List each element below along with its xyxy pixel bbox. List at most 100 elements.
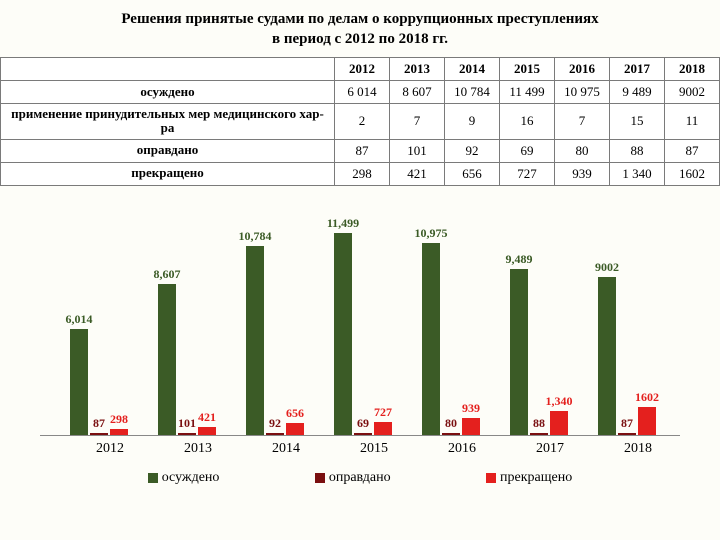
bar-terminated: 1602 bbox=[638, 407, 656, 435]
x-axis-label: 2015 bbox=[334, 441, 414, 457]
bar-acquitted: 87 bbox=[618, 433, 636, 435]
bar-label: 10,975 bbox=[411, 226, 451, 241]
x-axis-label: 2016 bbox=[422, 441, 502, 457]
cell: 9002 bbox=[665, 81, 720, 104]
cell: 101 bbox=[390, 139, 445, 162]
cell: 2 bbox=[335, 104, 390, 140]
row-label: прекращено bbox=[1, 162, 335, 185]
bar-terminated: 298 bbox=[110, 429, 128, 434]
bar-label: 1602 bbox=[627, 390, 667, 405]
legend-label: оправдано bbox=[329, 470, 391, 486]
data-table: 2012 2013 2014 2015 2016 2017 2018 осужд… bbox=[0, 57, 720, 186]
x-axis-label: 2018 bbox=[598, 441, 678, 457]
bar-terminated: 1,340 bbox=[550, 411, 568, 434]
cell: 7 bbox=[390, 104, 445, 140]
table-row: оправдано 87 101 92 69 80 88 87 bbox=[1, 139, 720, 162]
title-line-2: в период с 2012 по 2018 гг. bbox=[20, 30, 700, 50]
cell: 8 607 bbox=[390, 81, 445, 104]
bar-label: 939 bbox=[451, 401, 491, 416]
bar-acquitted: 92 bbox=[266, 433, 284, 435]
cell: 10 975 bbox=[555, 81, 610, 104]
page-title: Решения принятые судами по делам о корру… bbox=[0, 0, 720, 53]
legend-label: осуждено bbox=[162, 470, 220, 486]
bar-label: 9,489 bbox=[499, 252, 539, 267]
title-line-1: Решения принятые судами по делам о корру… bbox=[121, 11, 598, 27]
row-label: применение принудительных мер медицинско… bbox=[1, 104, 335, 140]
bar-convicted: 10,784 bbox=[246, 246, 264, 435]
year-cell: 2013 bbox=[390, 58, 445, 81]
row-label: оправдано bbox=[1, 139, 335, 162]
bar-label: 421 bbox=[187, 410, 227, 425]
year-cell: 2014 bbox=[445, 58, 500, 81]
bar-terminated: 727 bbox=[374, 422, 392, 435]
bar-acquitted: 69 bbox=[354, 433, 372, 435]
table-row: осуждено 6 014 8 607 10 784 11 499 10 97… bbox=[1, 81, 720, 104]
bar-acquitted: 87 bbox=[90, 433, 108, 435]
bar-label: 10,784 bbox=[235, 229, 275, 244]
cell: 16 bbox=[500, 104, 555, 140]
table-corner bbox=[1, 58, 335, 81]
bar-acquitted: 88 bbox=[530, 433, 548, 435]
x-axis-label: 2013 bbox=[158, 441, 238, 457]
year-cell: 2015 bbox=[500, 58, 555, 81]
legend-item: оправдано bbox=[315, 470, 391, 486]
year-cell: 2017 bbox=[610, 58, 665, 81]
cell: 298 bbox=[335, 162, 390, 185]
bar-chart: 6,014872988,60710142110,7849265611,49969… bbox=[40, 206, 680, 486]
bar-label: 298 bbox=[99, 412, 139, 427]
legend-swatch bbox=[148, 473, 158, 483]
legend-item: прекращено bbox=[486, 470, 572, 486]
bar-convicted: 9002 bbox=[598, 277, 616, 435]
bar-acquitted: 101 bbox=[178, 433, 196, 435]
year-cell: 2018 bbox=[665, 58, 720, 81]
bar-label: 1,340 bbox=[539, 394, 579, 409]
table-row: применение принудительных мер медицинско… bbox=[1, 104, 720, 140]
bar-label: 11,499 bbox=[323, 216, 363, 231]
bar-label: 656 bbox=[275, 406, 315, 421]
cell: 9 bbox=[445, 104, 500, 140]
cell: 939 bbox=[555, 162, 610, 185]
bar-terminated: 656 bbox=[286, 423, 304, 434]
cell: 11 499 bbox=[500, 81, 555, 104]
legend-swatch bbox=[486, 473, 496, 483]
bar-convicted: 11,499 bbox=[334, 233, 352, 434]
bar-label: 6,014 bbox=[59, 312, 99, 327]
bar-label: 727 bbox=[363, 405, 403, 420]
cell: 69 bbox=[500, 139, 555, 162]
bar-acquitted: 80 bbox=[442, 433, 460, 435]
bar-terminated: 421 bbox=[198, 427, 216, 434]
cell: 88 bbox=[610, 139, 665, 162]
x-axis-label: 2017 bbox=[510, 441, 590, 457]
cell: 11 bbox=[665, 104, 720, 140]
cell: 80 bbox=[555, 139, 610, 162]
x-axis-label: 2012 bbox=[70, 441, 150, 457]
cell: 9 489 bbox=[610, 81, 665, 104]
cell: 87 bbox=[335, 139, 390, 162]
cell: 7 bbox=[555, 104, 610, 140]
bar-label: 9002 bbox=[587, 260, 627, 275]
plot-area: 6,014872988,60710142110,7849265611,49969… bbox=[40, 206, 680, 436]
cell: 10 784 bbox=[445, 81, 500, 104]
bar-convicted: 9,489 bbox=[510, 269, 528, 435]
legend-item: осуждено bbox=[148, 470, 220, 486]
legend: осуждено оправдано прекращено bbox=[40, 470, 680, 486]
cell: 656 bbox=[445, 162, 500, 185]
row-label: осуждено bbox=[1, 81, 335, 104]
bar-terminated: 939 bbox=[462, 418, 480, 434]
table-row: прекращено 298 421 656 727 939 1 340 160… bbox=[1, 162, 720, 185]
bar-label: 8,607 bbox=[147, 267, 187, 282]
legend-label: прекращено bbox=[500, 470, 572, 486]
cell: 15 bbox=[610, 104, 665, 140]
cell: 87 bbox=[665, 139, 720, 162]
x-axis-label: 2014 bbox=[246, 441, 326, 457]
cell: 1602 bbox=[665, 162, 720, 185]
table-header-row: 2012 2013 2014 2015 2016 2017 2018 bbox=[1, 58, 720, 81]
cell: 727 bbox=[500, 162, 555, 185]
year-cell: 2012 bbox=[335, 58, 390, 81]
cell: 1 340 bbox=[610, 162, 665, 185]
year-cell: 2016 bbox=[555, 58, 610, 81]
cell: 421 bbox=[390, 162, 445, 185]
bar-convicted: 10,975 bbox=[422, 243, 440, 435]
bar-convicted: 8,607 bbox=[158, 284, 176, 435]
legend-swatch bbox=[315, 473, 325, 483]
